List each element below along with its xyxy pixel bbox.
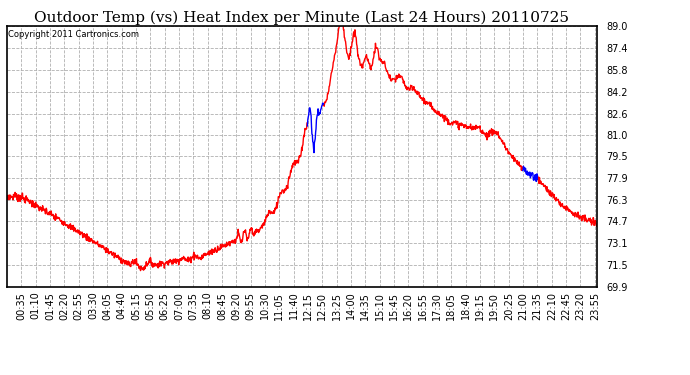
Text: Copyright 2011 Cartronics.com: Copyright 2011 Cartronics.com	[8, 30, 139, 39]
Title: Outdoor Temp (vs) Heat Index per Minute (Last 24 Hours) 20110725: Outdoor Temp (vs) Heat Index per Minute …	[34, 11, 569, 25]
